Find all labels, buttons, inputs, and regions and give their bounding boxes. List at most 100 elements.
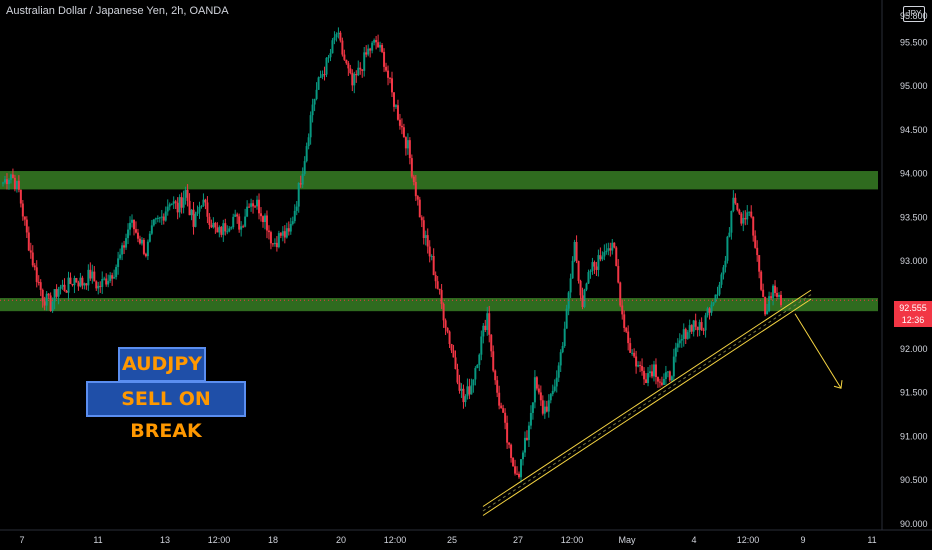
- candle-body[interactable]: [263, 215, 266, 223]
- candle-body[interactable]: [148, 233, 151, 242]
- candle-body[interactable]: [726, 236, 729, 261]
- candle-body[interactable]: [242, 226, 245, 228]
- candle-body[interactable]: [446, 327, 449, 332]
- candle-body[interactable]: [355, 73, 358, 76]
- candle-body[interactable]: [722, 267, 725, 275]
- candle-body[interactable]: [51, 301, 54, 312]
- candle-body[interactable]: [47, 293, 50, 296]
- candle-body[interactable]: [454, 357, 457, 370]
- candle-body[interactable]: [577, 260, 580, 281]
- candle-body[interactable]: [672, 356, 675, 377]
- candle-body[interactable]: [593, 262, 596, 267]
- candle-body[interactable]: [107, 280, 110, 285]
- candle-body[interactable]: [307, 137, 310, 147]
- candle-body[interactable]: [645, 379, 648, 383]
- candle-body[interactable]: [502, 408, 505, 413]
- candle-body[interactable]: [591, 262, 594, 271]
- candle-body[interactable]: [123, 245, 126, 248]
- candle-body[interactable]: [563, 328, 566, 346]
- candle-body[interactable]: [410, 158, 413, 177]
- candle-body[interactable]: [335, 34, 338, 38]
- candle-body[interactable]: [408, 140, 411, 159]
- candle-body[interactable]: [25, 219, 28, 233]
- candle-body[interactable]: [676, 343, 679, 348]
- candle-body[interactable]: [27, 232, 30, 251]
- candle-body[interactable]: [313, 98, 316, 105]
- candle-body[interactable]: [662, 378, 665, 385]
- candle-body[interactable]: [702, 329, 705, 331]
- candle-body[interactable]: [383, 51, 386, 67]
- candle-body[interactable]: [389, 77, 392, 79]
- currency-label[interactable]: JPY: [903, 6, 925, 22]
- candle-body[interactable]: [144, 253, 147, 257]
- candle-body[interactable]: [134, 229, 137, 233]
- candle-body[interactable]: [498, 392, 501, 406]
- candle-body[interactable]: [462, 388, 465, 403]
- candle-body[interactable]: [379, 45, 382, 48]
- candle-body[interactable]: [303, 161, 306, 174]
- candle-body[interactable]: [490, 334, 493, 352]
- candle-body[interactable]: [756, 247, 759, 256]
- candle-body[interactable]: [35, 267, 38, 282]
- candle-body[interactable]: [448, 331, 451, 345]
- candle-body[interactable]: [561, 345, 564, 353]
- projection-arrow-line[interactable]: [794, 313, 842, 389]
- candle-body[interactable]: [424, 235, 427, 239]
- candle-body[interactable]: [353, 73, 356, 86]
- candle-body[interactable]: [516, 473, 519, 475]
- candle-body[interactable]: [652, 364, 655, 377]
- candle-body[interactable]: [285, 228, 288, 238]
- candle-body[interactable]: [5, 179, 8, 185]
- candle-body[interactable]: [637, 364, 640, 367]
- candle-body[interactable]: [654, 364, 657, 378]
- candle-body[interactable]: [392, 92, 395, 107]
- candle-body[interactable]: [363, 52, 366, 71]
- candle-body[interactable]: [674, 347, 677, 357]
- candle-body[interactable]: [31, 252, 34, 266]
- candle-body[interactable]: [162, 216, 165, 221]
- candle-body[interactable]: [535, 377, 538, 389]
- candle-body[interactable]: [766, 311, 769, 315]
- candle-body[interactable]: [212, 222, 215, 228]
- candle-body[interactable]: [138, 238, 141, 244]
- candle-body[interactable]: [351, 72, 354, 86]
- candle-body[interactable]: [337, 32, 340, 35]
- candle-body[interactable]: [678, 340, 681, 344]
- candle-body[interactable]: [589, 270, 592, 273]
- candle-body[interactable]: [156, 217, 159, 219]
- candle-body[interactable]: [57, 288, 60, 297]
- candle-body[interactable]: [182, 197, 185, 208]
- candle-body[interactable]: [115, 267, 118, 278]
- candle-body[interactable]: [77, 282, 80, 287]
- candle-body[interactable]: [299, 182, 302, 185]
- candle-body[interactable]: [361, 69, 364, 71]
- candle-body[interactable]: [13, 177, 16, 190]
- candle-body[interactable]: [496, 380, 499, 393]
- candle-body[interactable]: [531, 402, 534, 413]
- candle-body[interactable]: [55, 289, 58, 297]
- candle-body[interactable]: [696, 326, 699, 331]
- candle-body[interactable]: [359, 67, 362, 70]
- candle-body[interactable]: [744, 217, 747, 220]
- candle-body[interactable]: [738, 209, 741, 214]
- candle-body[interactable]: [373, 40, 376, 43]
- candle-body[interactable]: [206, 202, 209, 217]
- candle-body[interactable]: [113, 277, 116, 279]
- candle-body[interactable]: [585, 283, 588, 290]
- candle-body[interactable]: [91, 271, 94, 279]
- candle-body[interactable]: [698, 322, 701, 331]
- candle-body[interactable]: [440, 290, 443, 304]
- candle-body[interactable]: [2, 182, 4, 184]
- candle-body[interactable]: [617, 266, 620, 283]
- candle-body[interactable]: [188, 200, 191, 216]
- candle-body[interactable]: [398, 119, 401, 126]
- candle-body[interactable]: [49, 295, 52, 312]
- candle-body[interactable]: [305, 146, 308, 162]
- candle-body[interactable]: [776, 292, 779, 297]
- candle-body[interactable]: [760, 271, 763, 290]
- candle-body[interactable]: [416, 196, 419, 200]
- trendline-lower[interactable]: [482, 298, 812, 516]
- candle-body[interactable]: [458, 382, 461, 391]
- candle-body[interactable]: [45, 293, 48, 306]
